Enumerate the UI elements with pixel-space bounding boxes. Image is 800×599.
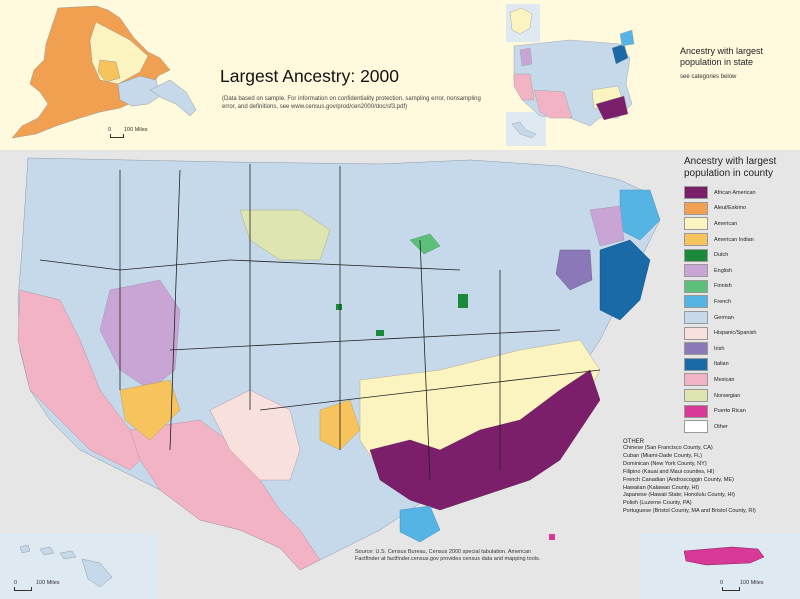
state-panel-title: Ancestry with largest population in stat… (680, 46, 764, 67)
legend-label: African American (714, 189, 756, 196)
legend-item: Finnish (684, 279, 796, 295)
legend-swatch (684, 357, 708, 371)
scale-miles: 100 Miles (36, 580, 60, 586)
legend-label: Puerto Rican (714, 408, 746, 415)
scale-miles: 100 Miles (740, 580, 764, 586)
legend-label: Hispanic/Spanish (714, 330, 757, 337)
other-item: Chinese (San Francisco County, CA) (623, 445, 713, 451)
legend-swatch (684, 342, 708, 356)
legend-label: American Indian (714, 236, 754, 243)
legend-swatch (684, 404, 708, 418)
legend-swatch (684, 295, 708, 309)
legend-swatch (684, 217, 708, 231)
legend-swatch (684, 248, 708, 262)
legend-item: Mexican (684, 372, 796, 388)
legend-swatch (684, 201, 708, 215)
legend-item: French (684, 294, 796, 310)
legend-item: Other (684, 419, 796, 435)
legend-item: African American (684, 185, 796, 201)
other-item: Hawaiian (Kalawao County, HI) (623, 484, 700, 491)
legend-label: American (714, 220, 738, 227)
legend-swatch (684, 311, 708, 325)
legend-item: Puerto Rican (684, 403, 796, 419)
legend-item: English (684, 263, 796, 279)
legend-label: Aleut/Eskimo (714, 205, 747, 212)
legend-swatch (684, 389, 708, 403)
legend-label: Other (714, 423, 728, 430)
scale-zero: 0 (14, 580, 18, 586)
other-item: Dominican (New York County, NY) (623, 460, 707, 467)
legend-swatch (684, 326, 708, 340)
puerto-rico-inset: 0 100 Miles (640, 533, 800, 599)
legend-label: Irish (714, 345, 725, 352)
other-item: Cuban (Miami-Dade County, FL) (623, 452, 703, 459)
alaska-inset: 0 100 Miles (0, 0, 200, 150)
legend-item: American Indian (684, 232, 796, 248)
legend: Ancestry with largest population in coun… (684, 156, 796, 435)
other-item: Filipino (Kauai and Maui counties, HI) (623, 468, 715, 475)
legend-label: Norwegian (714, 392, 741, 399)
legend-item: Aleut/Eskimo (684, 201, 796, 217)
legend-label: Mexican (714, 376, 735, 383)
legend-item: Norwegian (684, 388, 796, 404)
other-list: OTHER Chinese (San Francisco County, CA)… (623, 439, 800, 516)
other-heading: OTHER (623, 439, 644, 445)
legend-title: Ancestry with largest population in coun… (684, 156, 777, 179)
title-panel: Largest Ancestry: 2000 (Data based on sa… (200, 0, 500, 150)
conus-county-map (0, 150, 800, 599)
scale-zero: 0 (108, 127, 112, 133)
legend-swatch (684, 279, 708, 293)
legend-swatch (684, 186, 708, 200)
other-item: Japanese (Hawaii State; Honolulu County,… (623, 492, 735, 499)
legend-label: French (714, 298, 732, 305)
legend-label: Italian (714, 361, 729, 368)
legend-swatch (684, 420, 708, 434)
state-panel-subtitle: see categories below (680, 74, 737, 80)
scale-zero: 0 (720, 580, 724, 586)
legend-swatch (684, 373, 708, 387)
other-item: Portuguese (Bristol County, MA and Brist… (623, 508, 756, 515)
legend-label: German (714, 314, 734, 321)
legend-swatch (684, 264, 708, 278)
puerto-rico-map (683, 546, 765, 566)
legend-item: Irish (684, 341, 796, 357)
legend-label: Finnish (714, 283, 732, 290)
scale-miles: 100 Miles (124, 127, 148, 133)
legend-label: English (714, 267, 733, 274)
map-title: Largest Ancestry: 2000 (220, 66, 399, 86)
alaska-map (11, 5, 197, 139)
legend-item: Dutch (684, 247, 796, 263)
legend-swatch (684, 233, 708, 247)
legend-label: Dutch (714, 252, 729, 259)
legend-item: Hispanic/Spanish (684, 325, 796, 341)
other-item: Polish (Luzerne County, PA) (623, 500, 692, 507)
county-map (0, 150, 800, 599)
legend-item: German (684, 310, 796, 326)
legend-item: Italian (684, 357, 796, 373)
data-note: (Data based on sample. For information o… (222, 96, 481, 110)
hawaii-inset: 0 100 Miles (0, 533, 158, 599)
hawaii-map (19, 544, 113, 588)
source-note: Source: U.S. Census Bureau, Census 2000 … (355, 549, 541, 563)
state-level-panel: Ancestry with largest population in stat… (500, 0, 800, 150)
legend-item: American (684, 216, 796, 232)
state-level-map (506, 4, 635, 146)
other-item: French Canadian (Androscoggin County, ME… (623, 476, 734, 483)
